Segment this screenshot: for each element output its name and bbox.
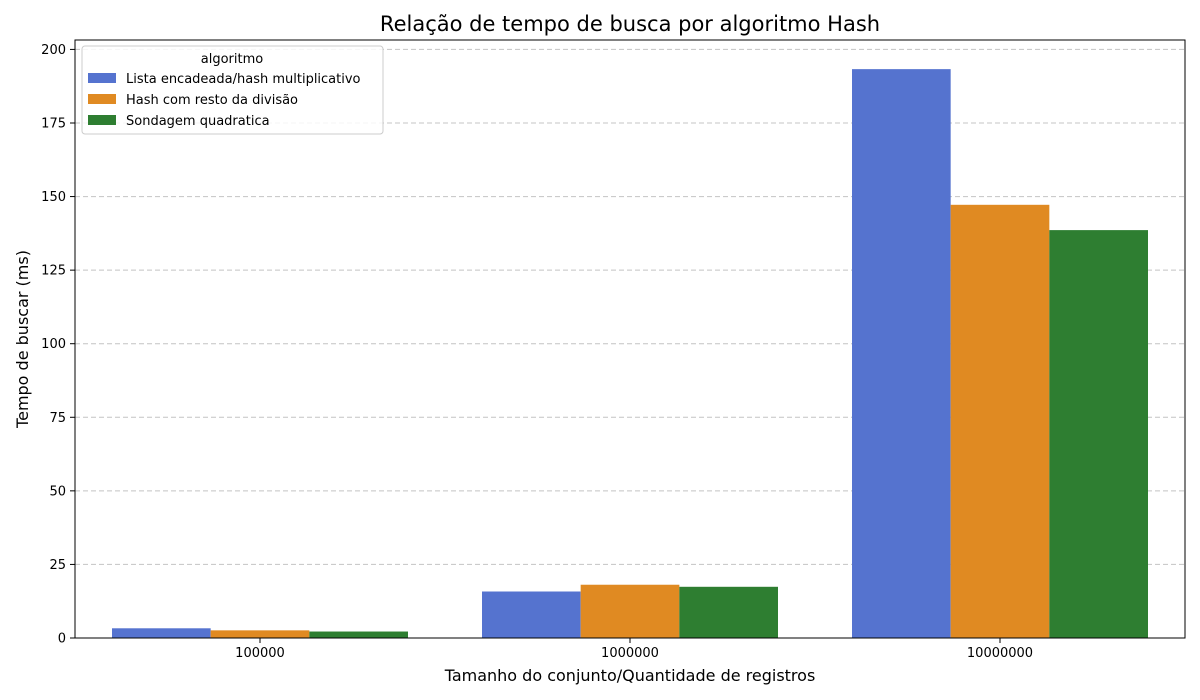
bar-100000-series-1 [112,628,211,638]
bar-10000000-series-1 [852,69,951,639]
bar-10000000-series-2 [950,204,1050,638]
y-tick-label: 175 [41,116,66,131]
chart-title: Relação de tempo de busca por algoritmo … [380,12,880,36]
gridlines [75,48,1185,639]
legend-title: algoritmo [201,52,264,67]
x-axis-title: Tamanho do conjunto/Quantidade de regist… [444,666,816,685]
y-axis-title: Tempo de buscar (ms) [13,250,32,429]
y-tick-label: 75 [49,411,66,426]
bar-100000-series-3 [309,631,408,638]
legend-swatch-1 [88,73,116,83]
y-tick-label: 150 [41,190,66,205]
legend-swatch-2 [88,94,116,104]
x-tick-label: 10000000 [967,646,1033,661]
bar-1000000-series-2 [580,584,680,638]
bars [112,69,1148,639]
legend-label: Hash com resto da divisão [126,93,298,108]
legend-label: Lista encadeada/hash multiplicativo [126,72,361,87]
x-tick-label: 100000 [235,646,285,661]
y-tick-label: 25 [49,558,66,573]
legend: algoritmo Lista encadeada/hash multiplic… [81,45,384,135]
y-tick-label: 100 [41,337,66,352]
y-tick-label: 0 [58,632,66,647]
bar-1000000-series-1 [482,591,581,638]
y-tick-label: 200 [41,43,66,58]
legend-box [81,45,384,135]
legend-label: Sondagem quadratica [126,114,270,129]
bar-10000000-series-3 [1049,230,1148,639]
y-axis-ticks: 0 25 50 75 100 125 150 175 200 [41,43,75,647]
bar-1000000-series-3 [679,586,778,638]
legend-swatch-3 [88,115,116,125]
bar-100000-series-2 [210,630,310,638]
y-tick-label: 125 [41,264,66,279]
legend-items: Lista encadeada/hash multiplicativo Hash … [88,72,361,129]
x-axis-ticks: 100000 1000000 10000000 [235,638,1033,661]
y-tick-label: 50 [49,484,66,499]
x-tick-label: 1000000 [601,646,659,661]
